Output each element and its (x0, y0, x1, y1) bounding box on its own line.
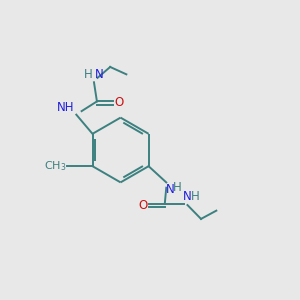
Text: O: O (114, 96, 124, 110)
Text: H: H (173, 181, 182, 194)
Text: O: O (138, 199, 147, 212)
Text: H: H (190, 190, 199, 203)
Text: H: H (83, 68, 92, 81)
Text: NH: NH (57, 101, 75, 114)
Text: CH$_3$: CH$_3$ (44, 159, 66, 173)
Text: N: N (165, 183, 174, 196)
Text: N: N (183, 190, 192, 203)
Text: N: N (94, 68, 103, 81)
